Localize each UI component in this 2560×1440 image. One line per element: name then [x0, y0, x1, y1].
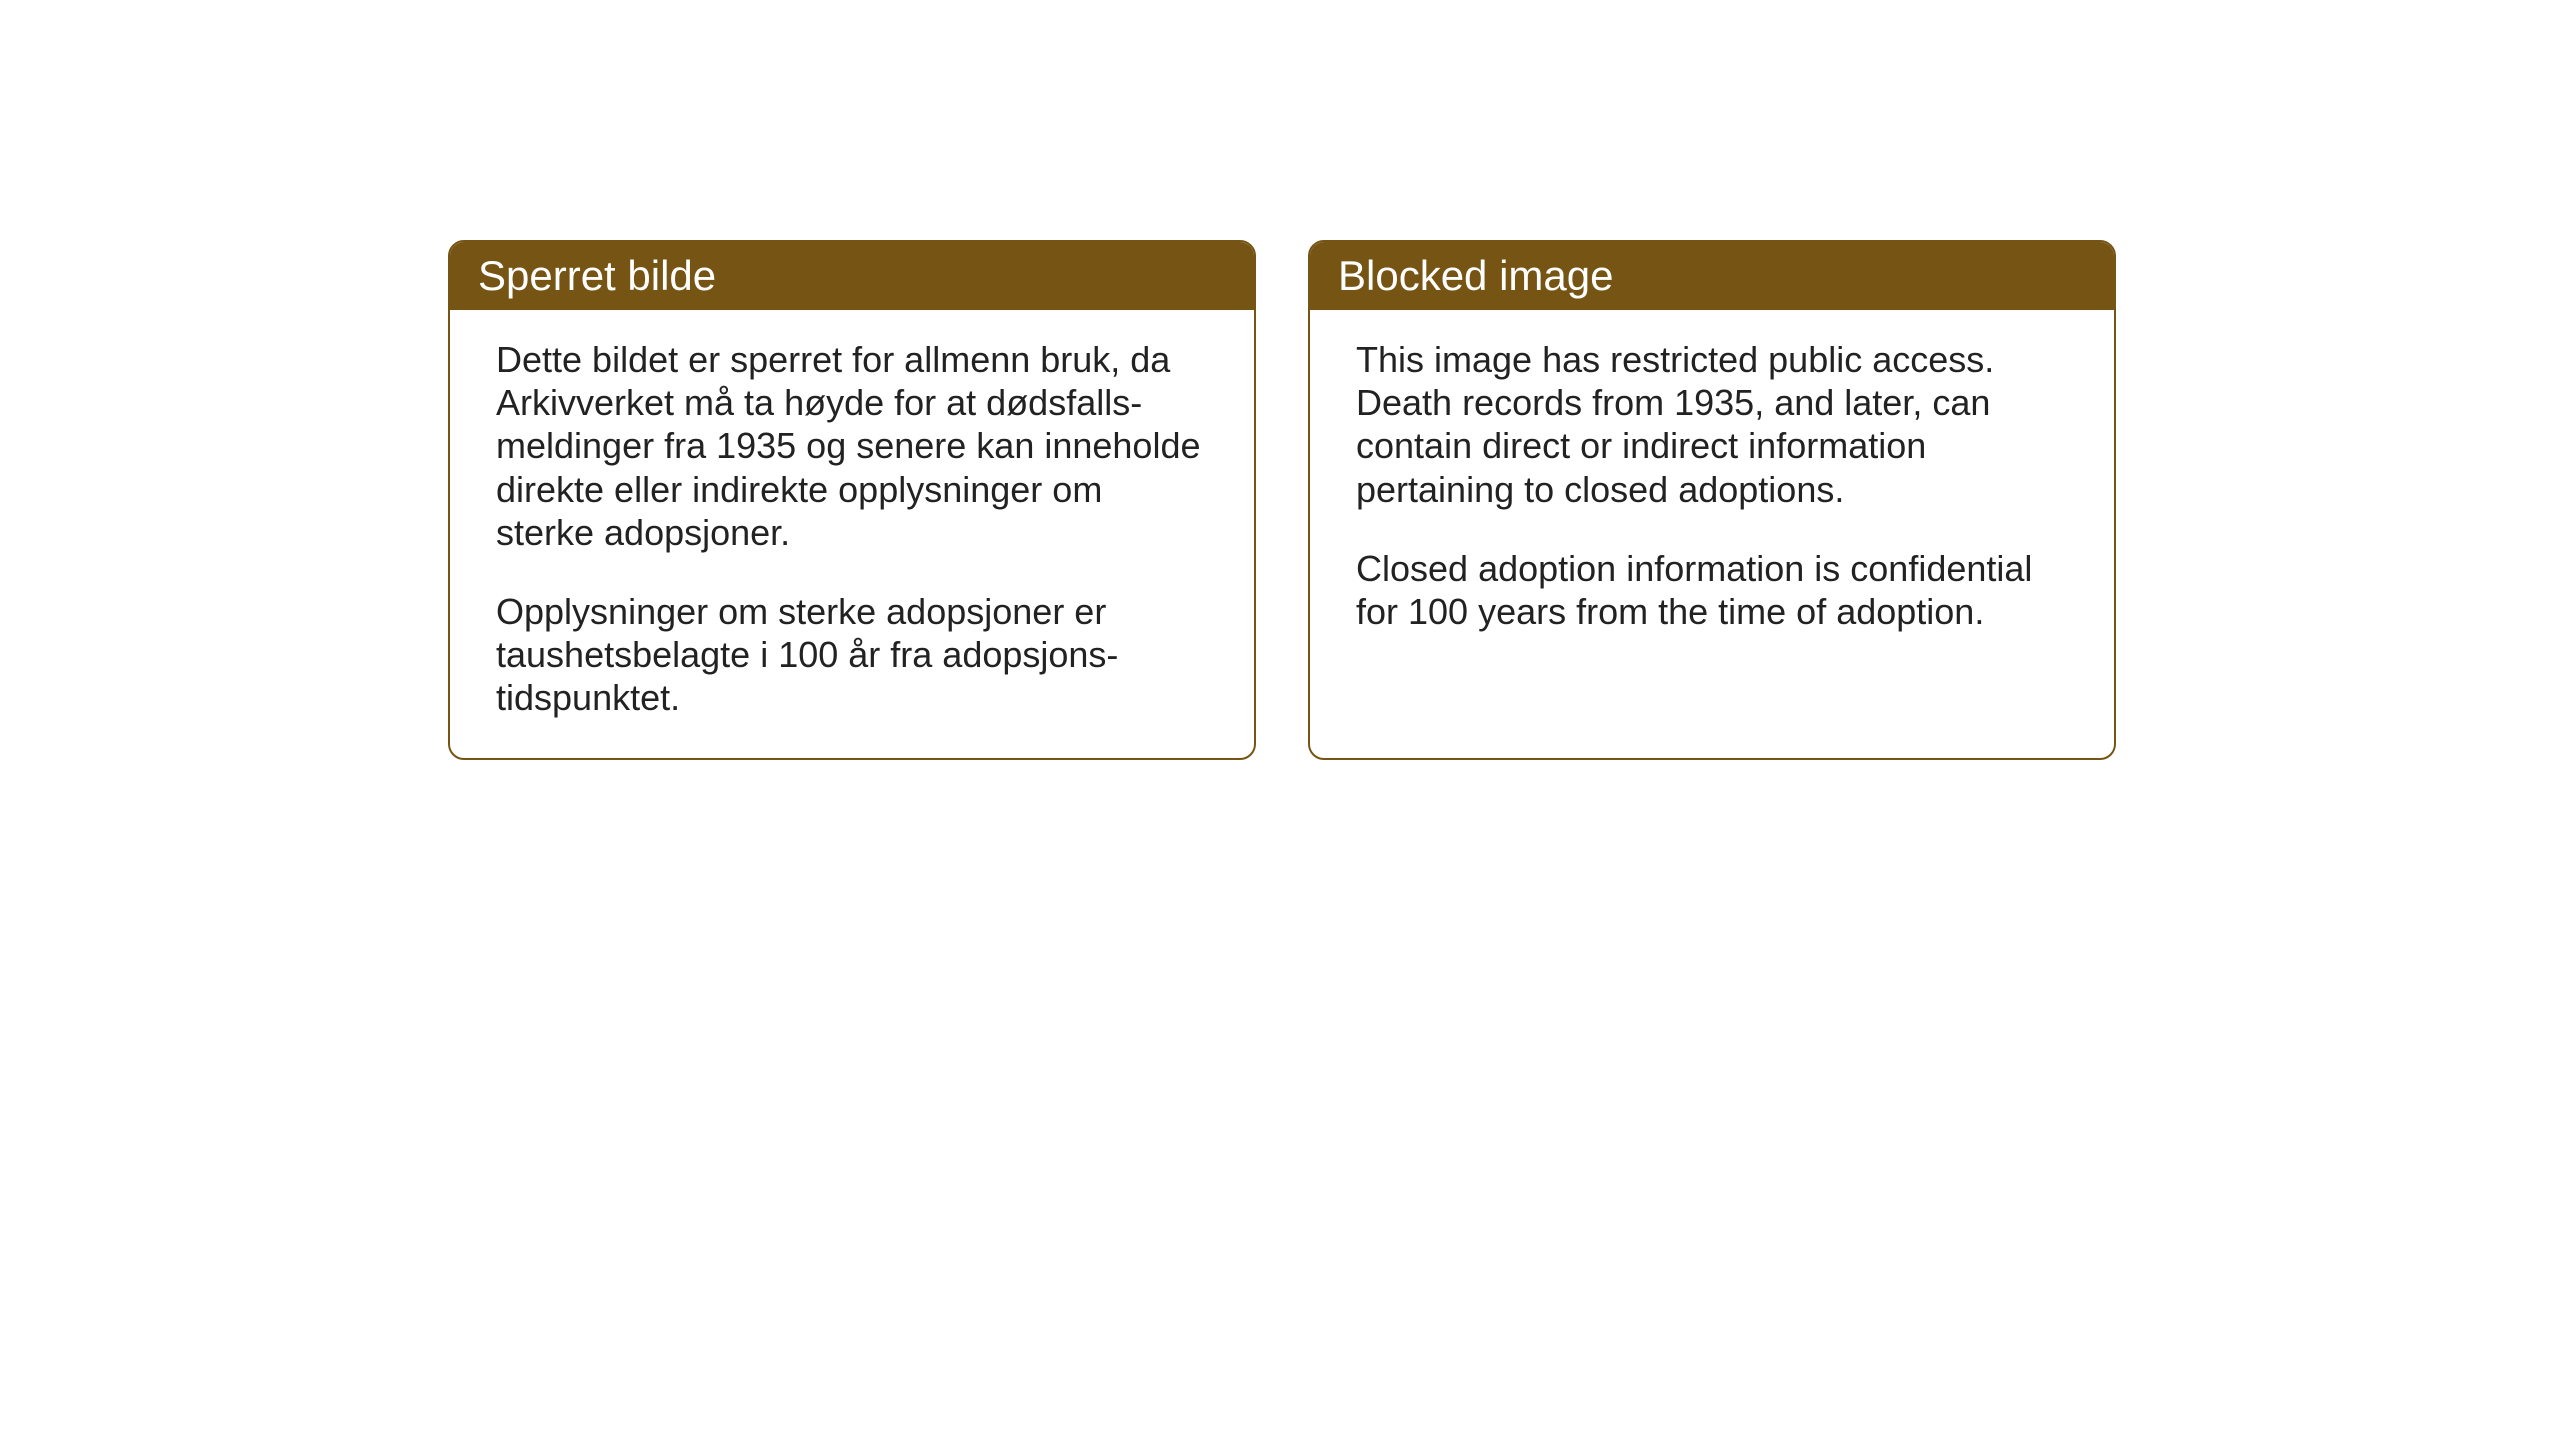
card-header-norwegian: Sperret bilde — [450, 242, 1254, 310]
card-paragraph: This image has restricted public access.… — [1356, 338, 2068, 511]
card-title: Blocked image — [1338, 252, 1613, 299]
card-paragraph: Opplysninger om sterke adopsjoner er tau… — [496, 590, 1208, 720]
notice-container: Sperret bilde Dette bildet er sperret fo… — [0, 0, 2560, 760]
card-paragraph: Closed adoption information is confident… — [1356, 547, 2068, 633]
card-title: Sperret bilde — [478, 252, 716, 299]
notice-card-norwegian: Sperret bilde Dette bildet er sperret fo… — [448, 240, 1256, 760]
notice-card-english: Blocked image This image has restricted … — [1308, 240, 2116, 760]
card-body-norwegian: Dette bildet er sperret for allmenn bruk… — [450, 310, 1254, 758]
card-header-english: Blocked image — [1310, 242, 2114, 310]
card-paragraph: Dette bildet er sperret for allmenn bruk… — [496, 338, 1208, 554]
card-body-english: This image has restricted public access.… — [1310, 310, 2114, 671]
